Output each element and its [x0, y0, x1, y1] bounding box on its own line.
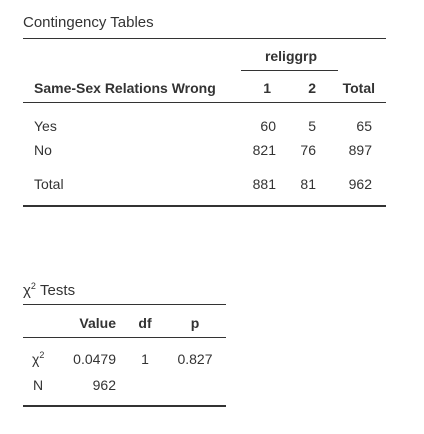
- row-label: N: [33, 377, 44, 393]
- contingency-table-title: Contingency Tables: [23, 14, 154, 31]
- table-cell: 881: [252, 176, 276, 192]
- column-header-p: p: [190, 315, 200, 331]
- chi-table-top-rule: [23, 304, 226, 305]
- row-label: No: [34, 142, 52, 158]
- table-cell: 0.0479: [73, 351, 116, 367]
- group-header: religgrp: [264, 48, 318, 64]
- table-cell: 0.827: [177, 351, 213, 367]
- table-cell: 65: [356, 118, 372, 134]
- group-header-rule: [241, 70, 338, 71]
- row-label: Total: [34, 176, 64, 192]
- table-cell: 81: [300, 176, 316, 192]
- row-label: χ2: [32, 350, 45, 368]
- table-cell: 60: [260, 118, 276, 134]
- table-cell: 5: [308, 118, 316, 134]
- table-cell: 962: [348, 176, 372, 192]
- row-variable-header: Same-Sex Relations Wrong: [34, 80, 216, 96]
- chi-symbol: χ: [32, 351, 40, 367]
- superscript: 2: [39, 350, 45, 360]
- table-top-rule: [23, 38, 386, 39]
- table-cell: 821: [252, 142, 276, 158]
- header-rule: [23, 102, 386, 103]
- superscript: 2: [30, 281, 36, 291]
- table-cell: 962: [92, 377, 116, 393]
- column-header-1: 1: [263, 80, 271, 96]
- row-label: Yes: [34, 118, 57, 134]
- table-cell: 76: [300, 142, 316, 158]
- table-bottom-rule: [23, 205, 386, 207]
- column-header-df: df: [138, 315, 152, 331]
- table-cell: 897: [348, 142, 372, 158]
- column-header-total: Total: [342, 80, 375, 96]
- table-cell: 1: [141, 351, 149, 367]
- chi-tests-title: χ2 Tests: [23, 281, 76, 300]
- chi-header-rule: [23, 337, 226, 338]
- chi-symbol: χ: [23, 282, 31, 299]
- chi-table-bottom-rule: [23, 405, 226, 407]
- chi-tests-title-text: Tests: [35, 282, 76, 299]
- column-header-2: 2: [308, 80, 316, 96]
- column-header-value: Value: [79, 315, 116, 331]
